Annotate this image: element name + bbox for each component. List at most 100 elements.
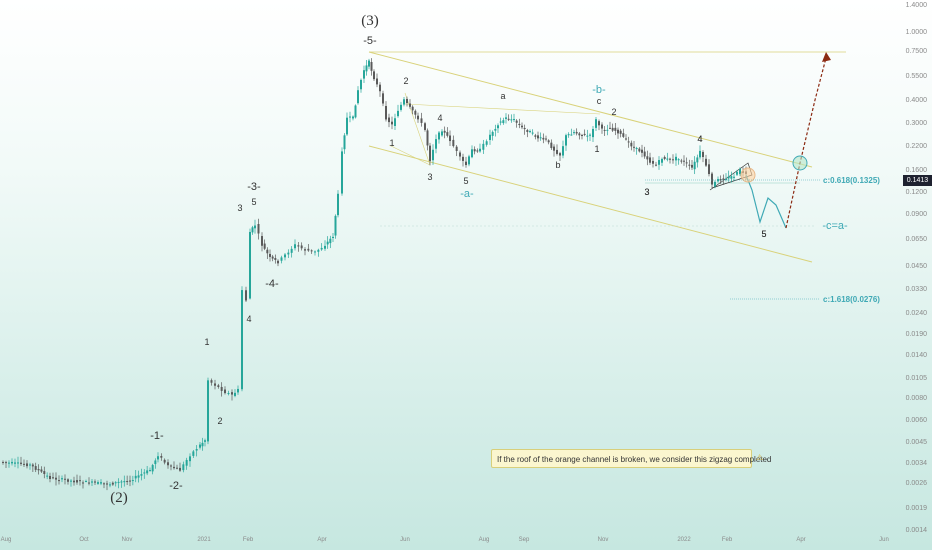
candle-body bbox=[666, 158, 669, 160]
candle bbox=[179, 462, 181, 472]
candle-body bbox=[635, 147, 638, 150]
candle-body bbox=[284, 254, 286, 258]
candle bbox=[397, 104, 399, 118]
candle-body bbox=[173, 466, 175, 469]
candle bbox=[714, 180, 716, 189]
candle bbox=[394, 113, 396, 130]
candle bbox=[134, 470, 137, 483]
candle-body bbox=[373, 71, 375, 80]
candle bbox=[696, 154, 699, 168]
candle-body bbox=[578, 133, 581, 136]
candle bbox=[254, 219, 256, 234]
candle-body bbox=[675, 156, 677, 161]
candle-body bbox=[452, 139, 455, 147]
candle bbox=[513, 113, 515, 122]
candle bbox=[583, 129, 586, 137]
candle-body bbox=[622, 133, 625, 137]
wave-label-sub: 3 bbox=[237, 203, 242, 213]
y-tick-label: 0.0019 bbox=[906, 505, 928, 512]
candle bbox=[97, 480, 99, 485]
candle-body bbox=[658, 160, 660, 165]
candle-body bbox=[220, 386, 223, 391]
candle bbox=[420, 112, 423, 127]
candle bbox=[465, 156, 467, 168]
wave-label-sub: 4 bbox=[697, 134, 702, 144]
candle bbox=[499, 117, 502, 126]
candle bbox=[314, 250, 316, 256]
candle-body bbox=[661, 158, 663, 163]
candle-body bbox=[143, 472, 146, 474]
candle bbox=[534, 133, 537, 140]
candle-body bbox=[160, 455, 163, 458]
candle-body bbox=[11, 461, 13, 464]
candle-body bbox=[58, 480, 60, 482]
candle bbox=[182, 461, 185, 473]
candle bbox=[545, 135, 547, 142]
candle bbox=[52, 472, 54, 480]
wave-label-sub: 2 bbox=[611, 107, 616, 117]
y-tick-label: 1.0000 bbox=[906, 29, 928, 36]
candle bbox=[702, 150, 704, 163]
candle bbox=[167, 459, 169, 469]
candle bbox=[435, 134, 437, 154]
candle-body bbox=[280, 257, 283, 261]
candle-body bbox=[123, 481, 126, 483]
candle bbox=[507, 114, 510, 122]
candle bbox=[277, 259, 279, 267]
candle bbox=[669, 157, 671, 164]
candle-body bbox=[542, 137, 545, 140]
x-axis: Aug Oct Nov 2021 Feb Apr Jun Aug Sep Nov 2022 Feb Ap… bbox=[1, 537, 889, 543]
candle bbox=[595, 117, 597, 132]
candle bbox=[151, 463, 154, 475]
y-tick-label: 0.0034 bbox=[906, 460, 928, 467]
candle-body bbox=[189, 456, 191, 462]
wave-label-major: (2) bbox=[110, 490, 128, 506]
candle bbox=[294, 239, 296, 251]
candle-body bbox=[603, 129, 606, 131]
y-tick-label: 0.0080 bbox=[906, 395, 928, 402]
candle-body bbox=[70, 480, 72, 482]
candle bbox=[675, 153, 677, 166]
candle bbox=[85, 479, 87, 483]
wave-label-corrective: -b- bbox=[592, 84, 606, 96]
candle-body bbox=[455, 146, 458, 151]
candle-body bbox=[31, 464, 34, 467]
candle-body bbox=[134, 475, 137, 479]
candle bbox=[106, 480, 108, 491]
warning-icon: ⚠ bbox=[756, 453, 764, 462]
candle-body bbox=[683, 160, 685, 162]
candle-body bbox=[406, 98, 408, 104]
candle-body bbox=[499, 121, 502, 123]
candle-body bbox=[595, 119, 597, 128]
candle-body bbox=[346, 117, 348, 135]
current-price-badge: 0.1413 bbox=[903, 175, 932, 186]
candle-body bbox=[403, 99, 405, 105]
candle bbox=[708, 159, 710, 177]
candle-body bbox=[630, 142, 633, 147]
candle-body bbox=[382, 93, 384, 104]
annotation-note: If the roof of the orange channel is bro… bbox=[491, 449, 771, 468]
wave-label-sub: 3 bbox=[644, 187, 649, 197]
candle-body bbox=[126, 481, 129, 483]
candle-body bbox=[207, 380, 209, 442]
candle-body bbox=[424, 123, 426, 130]
candle bbox=[523, 124, 526, 135]
candle-body bbox=[531, 132, 534, 134]
candle bbox=[598, 119, 600, 131]
candle bbox=[661, 157, 663, 167]
candle bbox=[126, 475, 129, 486]
candle bbox=[562, 140, 564, 159]
candle-body bbox=[529, 131, 531, 133]
candle bbox=[573, 129, 575, 135]
candle-body bbox=[231, 392, 233, 395]
candle-body bbox=[513, 119, 515, 121]
candle-body bbox=[606, 129, 609, 131]
candle-body bbox=[429, 145, 431, 162]
candle bbox=[257, 218, 260, 240]
candle bbox=[625, 134, 627, 141]
candle bbox=[725, 173, 727, 182]
candle bbox=[37, 464, 40, 475]
y-tick-label: 0.0014 bbox=[906, 527, 928, 534]
candle bbox=[284, 252, 286, 261]
candle bbox=[363, 65, 365, 84]
